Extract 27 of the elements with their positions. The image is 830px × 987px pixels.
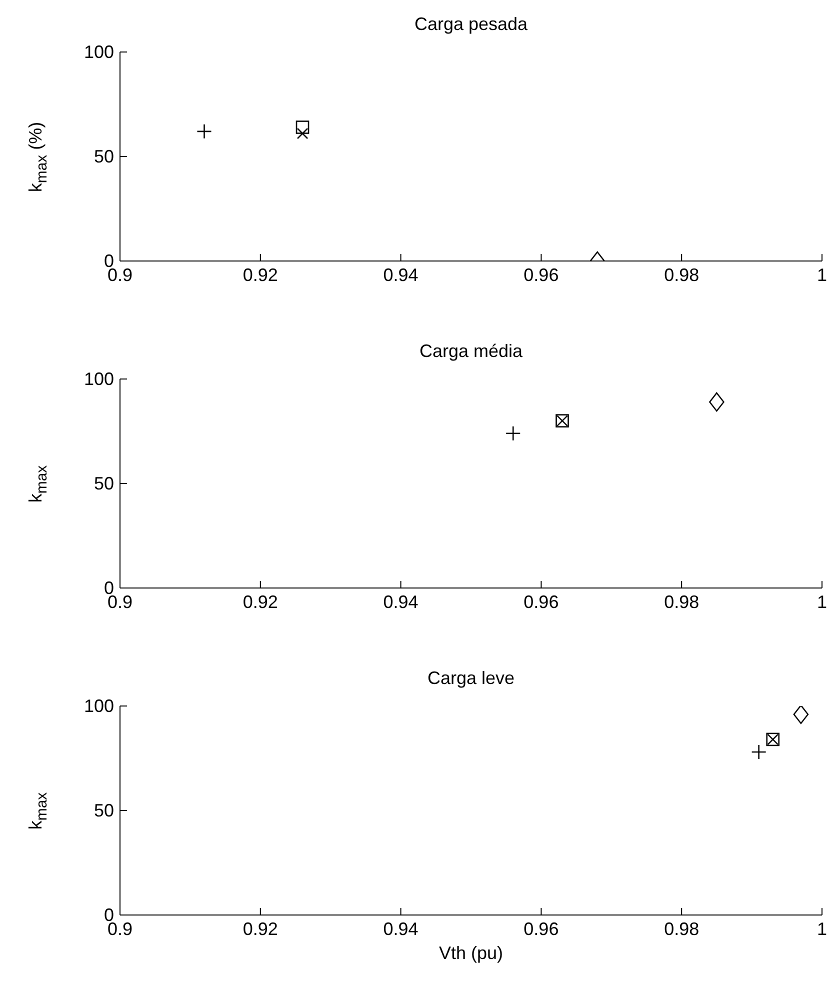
x-tick-label: 0.92: [242, 592, 278, 612]
x-tick-label: 0.94: [383, 592, 418, 612]
point: [709, 392, 724, 412]
y-tick-label: 50: [94, 800, 114, 820]
x-tick-label: 1: [816, 592, 828, 612]
y-tick-label: 100: [84, 696, 114, 716]
x-tick-label: 0.92: [242, 919, 278, 939]
x-tick-label: 0.96: [524, 592, 559, 612]
x-tick-label: 0.94: [383, 265, 418, 285]
y-tick-label: 100: [84, 42, 114, 62]
x-axis-title: Vth (pu): [438, 943, 504, 964]
x-tick-label: 0.98: [664, 592, 700, 612]
point: [505, 426, 521, 441]
x-tick-label: 0.98: [664, 919, 700, 939]
x-tick-label: 0.92: [242, 265, 278, 285]
chart-title: Carga leve: [426, 668, 516, 689]
chart-title: Carga pesada: [413, 14, 529, 35]
x-tick-label: 0.98: [664, 265, 700, 285]
x-tick-label: 0.96: [524, 919, 559, 939]
y-tick-label: 50: [94, 474, 114, 494]
x-tick-label: 0.96: [524, 265, 559, 285]
y-tick-label: 50: [94, 146, 114, 166]
x-tick-label: 1: [816, 919, 828, 939]
x-tick-label: 1: [816, 265, 828, 285]
y-tick-label: 100: [84, 369, 114, 389]
chart-title: Carga média: [418, 341, 524, 362]
x-tick-label: 0.94: [383, 919, 418, 939]
